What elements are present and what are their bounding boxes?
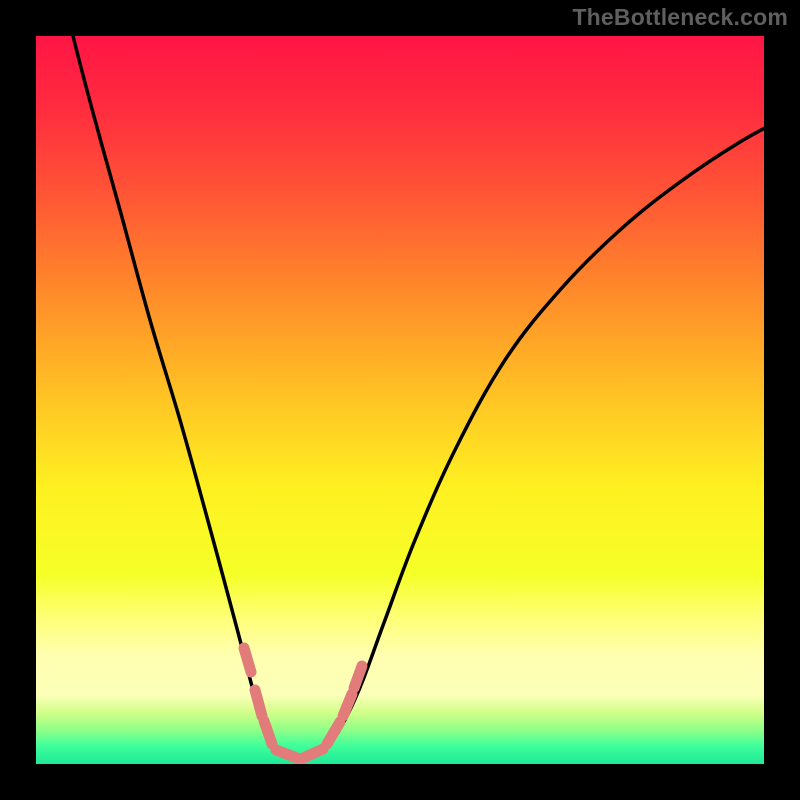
accent-marker [255, 690, 262, 716]
watermark-text: TheBottleneck.com [572, 4, 788, 31]
chart-frame: TheBottleneck.com [0, 0, 800, 800]
accent-marker [244, 648, 251, 672]
chart-background [36, 36, 764, 764]
accent-marker [354, 666, 362, 688]
bottleneck-chart [0, 0, 800, 800]
accent-marker [264, 721, 272, 744]
accent-marker [276, 750, 297, 758]
